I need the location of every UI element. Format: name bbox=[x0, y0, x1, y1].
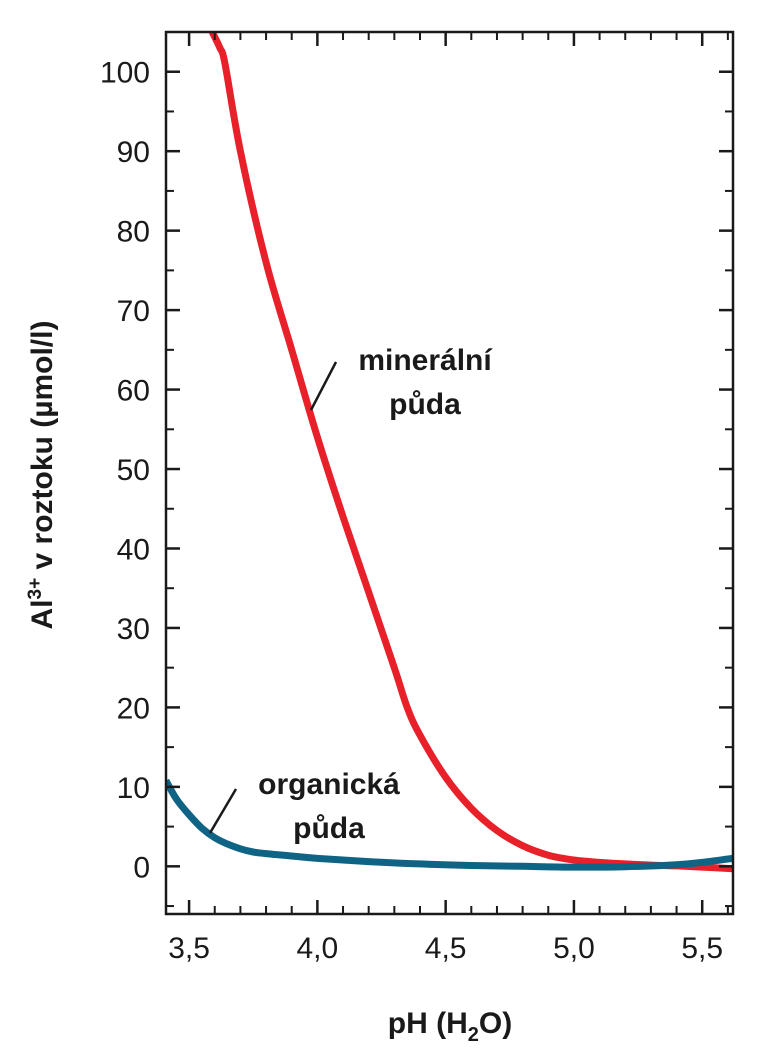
y-axis-label-sup: 3+ bbox=[25, 578, 46, 600]
x-tick-label: 4,5 bbox=[425, 932, 467, 965]
annotation-mineral-line1: minerální bbox=[358, 344, 493, 377]
y-tick-label: 70 bbox=[117, 295, 150, 328]
x-axis-label: pH (H2O) bbox=[388, 1007, 512, 1046]
y-tick-label: 10 bbox=[117, 772, 150, 805]
ticks-layer: 0 10 20 30 40 50 60 70 80 90 100 3,5 4,0 4,5 5,0 5,5 bbox=[100, 31, 733, 965]
series-line-organic bbox=[166, 778, 733, 871]
annotation-mineral: minerální půda bbox=[309, 344, 493, 421]
x-axis-label-tail: O) bbox=[479, 1007, 512, 1040]
y-tick-label: 30 bbox=[117, 613, 150, 646]
series-layer bbox=[166, 32, 733, 873]
y-axis-label-tail: v roztoku (µmol/l) bbox=[26, 321, 59, 578]
annotation-organic: organická půda bbox=[208, 768, 400, 845]
plot-frame bbox=[164, 30, 735, 916]
series-line-mineral bbox=[209, 32, 733, 873]
x-axis-label-main: pH (H bbox=[388, 1007, 468, 1040]
y-axis-label: Al3+ v roztoku (µmol/l) bbox=[25, 321, 59, 630]
y-tick-label: 60 bbox=[117, 375, 150, 408]
annotation-mineral-line2: půda bbox=[389, 388, 461, 421]
x-axis-label-sub: 2 bbox=[468, 1024, 479, 1046]
x-tick-label: 3,5 bbox=[168, 932, 210, 965]
annotation-organic-line1: organická bbox=[258, 768, 400, 801]
x-tick-label: 5,5 bbox=[681, 932, 723, 965]
y-tick-label: 40 bbox=[117, 533, 150, 566]
y-tick-label: 50 bbox=[117, 454, 150, 487]
x-tick-label: 5,0 bbox=[553, 932, 595, 965]
annotation-organic-line2: půda bbox=[293, 812, 365, 845]
y-axis-label-main: Al bbox=[26, 599, 59, 629]
x-tick-label: 4,0 bbox=[297, 932, 339, 965]
y-tick-label: 80 bbox=[117, 216, 150, 249]
y-tick-label: 100 bbox=[100, 57, 150, 90]
y-tick-label: 0 bbox=[133, 851, 150, 884]
annotation-mineral-leader bbox=[309, 361, 338, 411]
y-tick-label: 20 bbox=[117, 692, 150, 725]
y-tick-label: 90 bbox=[117, 136, 150, 169]
annotation-organic-leader bbox=[208, 788, 238, 834]
